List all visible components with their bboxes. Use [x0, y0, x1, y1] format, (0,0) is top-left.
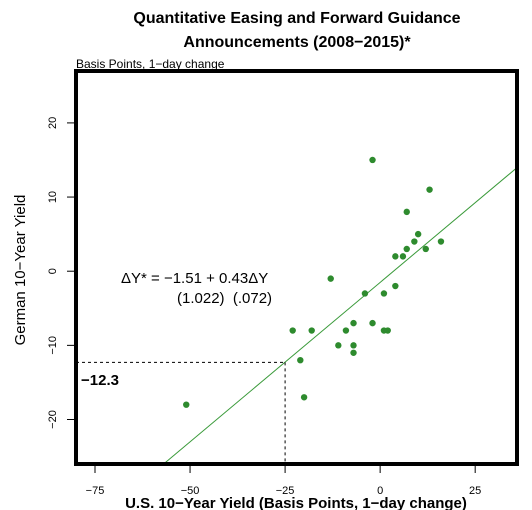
data-point [342, 327, 350, 334]
data-point [300, 394, 308, 401]
data-point [384, 327, 391, 334]
x-tick-label: −50 [181, 485, 200, 497]
x-tick-label: 25 [469, 485, 481, 497]
data-point [183, 401, 190, 408]
data-point [297, 356, 304, 364]
data-point [308, 327, 315, 334]
data-point [422, 245, 429, 253]
x-tick-label: −25 [276, 485, 295, 497]
data-point [403, 245, 410, 253]
data-point [350, 342, 357, 349]
x-tick-label: −75 [86, 485, 105, 497]
chart-subtitle: Basis Points, 1−day change [76, 57, 225, 71]
y-tick-label: 10 [47, 191, 59, 203]
regression-standard-errors: (1.022) (.072) [177, 290, 272, 307]
y-tick-label: −20 [47, 410, 59, 429]
chart-title-line2: Announcements (2008−2015)* [183, 34, 411, 51]
data-point [380, 290, 388, 297]
x-tick-label: 0 [377, 485, 383, 497]
plot-area [76, 156, 518, 465]
data-point [411, 238, 418, 245]
data-point [414, 230, 422, 238]
data-point [369, 156, 376, 164]
regression-equation: ΔY* = −1.51 + 0.43ΔY [121, 270, 268, 287]
data-point [426, 186, 433, 193]
data-point [350, 319, 357, 327]
plot-frame [74, 69, 519, 466]
y-tick-label: 20 [47, 117, 59, 129]
data-point [392, 282, 399, 290]
y-tick-label: 0 [47, 268, 59, 274]
data-point [369, 319, 376, 327]
marker-value-label: −12.3 [81, 372, 119, 389]
data-point [403, 208, 410, 216]
data-point [350, 349, 357, 356]
y-axis: −20 −10 0 10 20 [47, 117, 74, 429]
data-point [437, 238, 445, 245]
regression-line [163, 167, 518, 465]
data-point [327, 275, 334, 282]
data-point [361, 290, 369, 297]
data-point [335, 342, 342, 349]
y-axis-label: German 10−Year Yield [12, 195, 29, 346]
data-point [392, 253, 399, 260]
x-axis: −75 −50 −25 0 25 [86, 466, 481, 497]
chart-title-line1: Quantitative Easing and Forward Guidance [133, 10, 460, 27]
data-point [399, 253, 407, 260]
y-tick-label: −10 [47, 336, 59, 355]
x-axis-label: U.S. 10−Year Yield (Basis Points, 1−day … [125, 495, 467, 510]
data-point [289, 327, 296, 334]
